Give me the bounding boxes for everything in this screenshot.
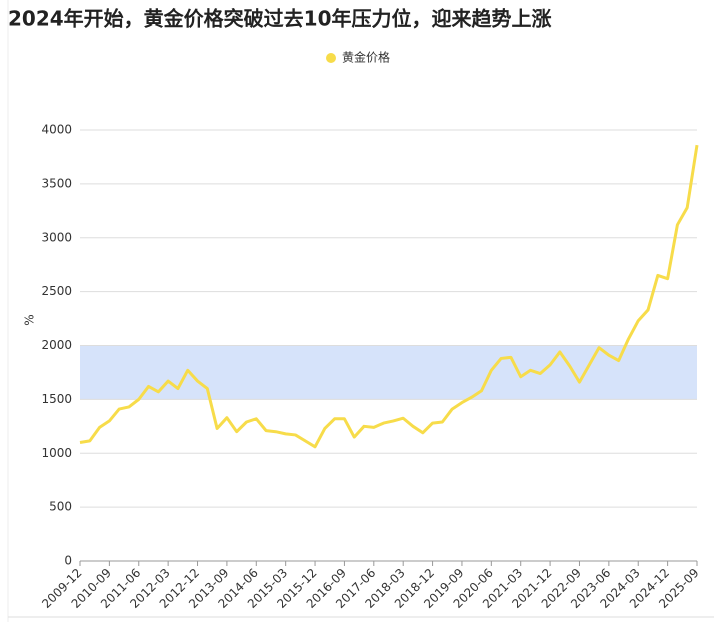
y-tick-label: 1000 bbox=[41, 446, 72, 460]
y-tick-label: 4000 bbox=[41, 123, 72, 137]
legend-swatch bbox=[326, 53, 336, 63]
y-tick-label: 500 bbox=[49, 500, 72, 514]
y-tick-label: 2500 bbox=[41, 284, 72, 298]
legend-label: 黄金价格 bbox=[342, 50, 390, 65]
y-axis-label: % bbox=[23, 314, 37, 325]
y-tick-label: 0 bbox=[64, 554, 72, 568]
line bbox=[79, 144, 699, 449]
y-tick-label: 3500 bbox=[41, 176, 72, 190]
y-tick-label: 2000 bbox=[41, 338, 72, 352]
y-tick-label: 1500 bbox=[41, 392, 72, 406]
chart-title: 2024年开始，黄金价格突破过去10年压力位，迎来趋势上涨 bbox=[8, 7, 552, 31]
y-tick-label: 3000 bbox=[41, 230, 72, 244]
